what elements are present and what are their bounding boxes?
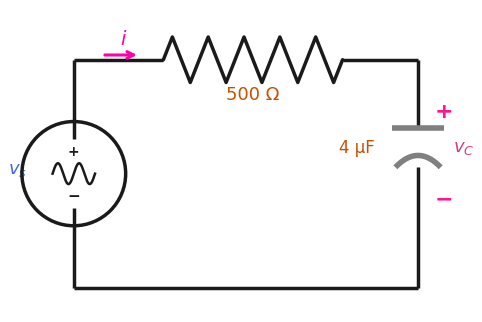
Text: +: +: [68, 145, 80, 159]
Text: 4 μF: 4 μF: [339, 138, 375, 156]
Text: 500 Ω: 500 Ω: [226, 86, 280, 104]
Text: i: i: [120, 30, 126, 49]
Text: $v_C$: $v_C$: [454, 138, 475, 156]
Text: −: −: [67, 189, 80, 204]
Text: −: −: [435, 189, 453, 209]
Text: +: +: [435, 102, 453, 122]
Text: $v_s$: $v_s$: [8, 162, 27, 179]
